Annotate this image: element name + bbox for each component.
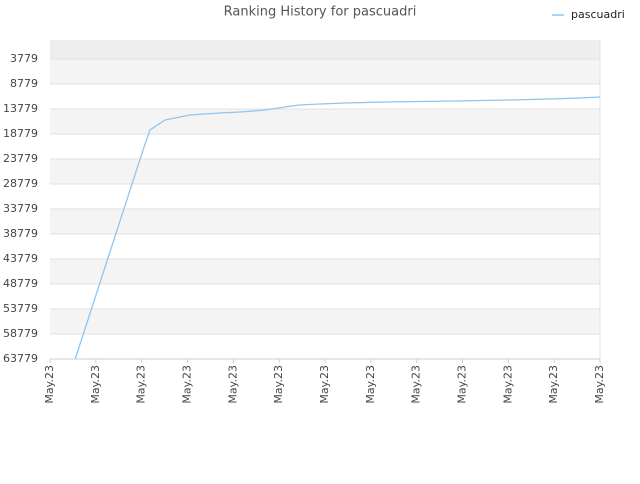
x-tick-label: May.23 (181, 365, 194, 404)
plot-band (50, 259, 600, 284)
plot-band (50, 109, 600, 134)
plot-band (50, 209, 600, 234)
y-tick-label: 38779 (3, 227, 38, 240)
y-tick-label: 28779 (3, 177, 38, 190)
x-tick-label: May.23 (135, 365, 148, 404)
x-tick-label: May.23 (89, 365, 102, 404)
plot-band (50, 59, 600, 84)
y-tick-label: 58779 (3, 327, 38, 340)
y-tick-label: 8779 (10, 77, 38, 90)
plot-band (50, 40, 600, 59)
y-tick-label: 23779 (3, 152, 38, 165)
plot-band (50, 159, 600, 184)
chart-title: Ranking History for pascuadri (224, 5, 417, 20)
x-tick-label: May.23 (364, 365, 377, 404)
x-tick-label: May.23 (593, 365, 606, 404)
y-tick-label: 3779 (10, 52, 38, 65)
plot-band (50, 309, 600, 334)
x-tick-label: May.23 (43, 365, 56, 404)
x-tick-label: May.23 (272, 365, 285, 404)
x-tick-label: May.23 (410, 365, 423, 404)
x-tick-label: May.23 (547, 365, 560, 404)
y-tick-label: 13779 (3, 102, 38, 115)
x-tick-label: May.23 (501, 365, 514, 404)
y-tick-label: 53779 (3, 302, 38, 315)
y-tick-label: 18779 (3, 127, 38, 140)
line (74, 96, 601, 360)
y-tick-label: 48779 (3, 277, 38, 290)
legend-label: pascuadri (571, 8, 625, 21)
x-tick-label: May.23 (226, 365, 239, 404)
y-tick-label: 43779 (3, 252, 38, 265)
x-tick-label: May.23 (456, 365, 469, 404)
y-tick-label: 33779 (3, 202, 38, 215)
y-tick-label: 63779 (3, 352, 38, 365)
x-tick-label: May.23 (318, 365, 331, 404)
